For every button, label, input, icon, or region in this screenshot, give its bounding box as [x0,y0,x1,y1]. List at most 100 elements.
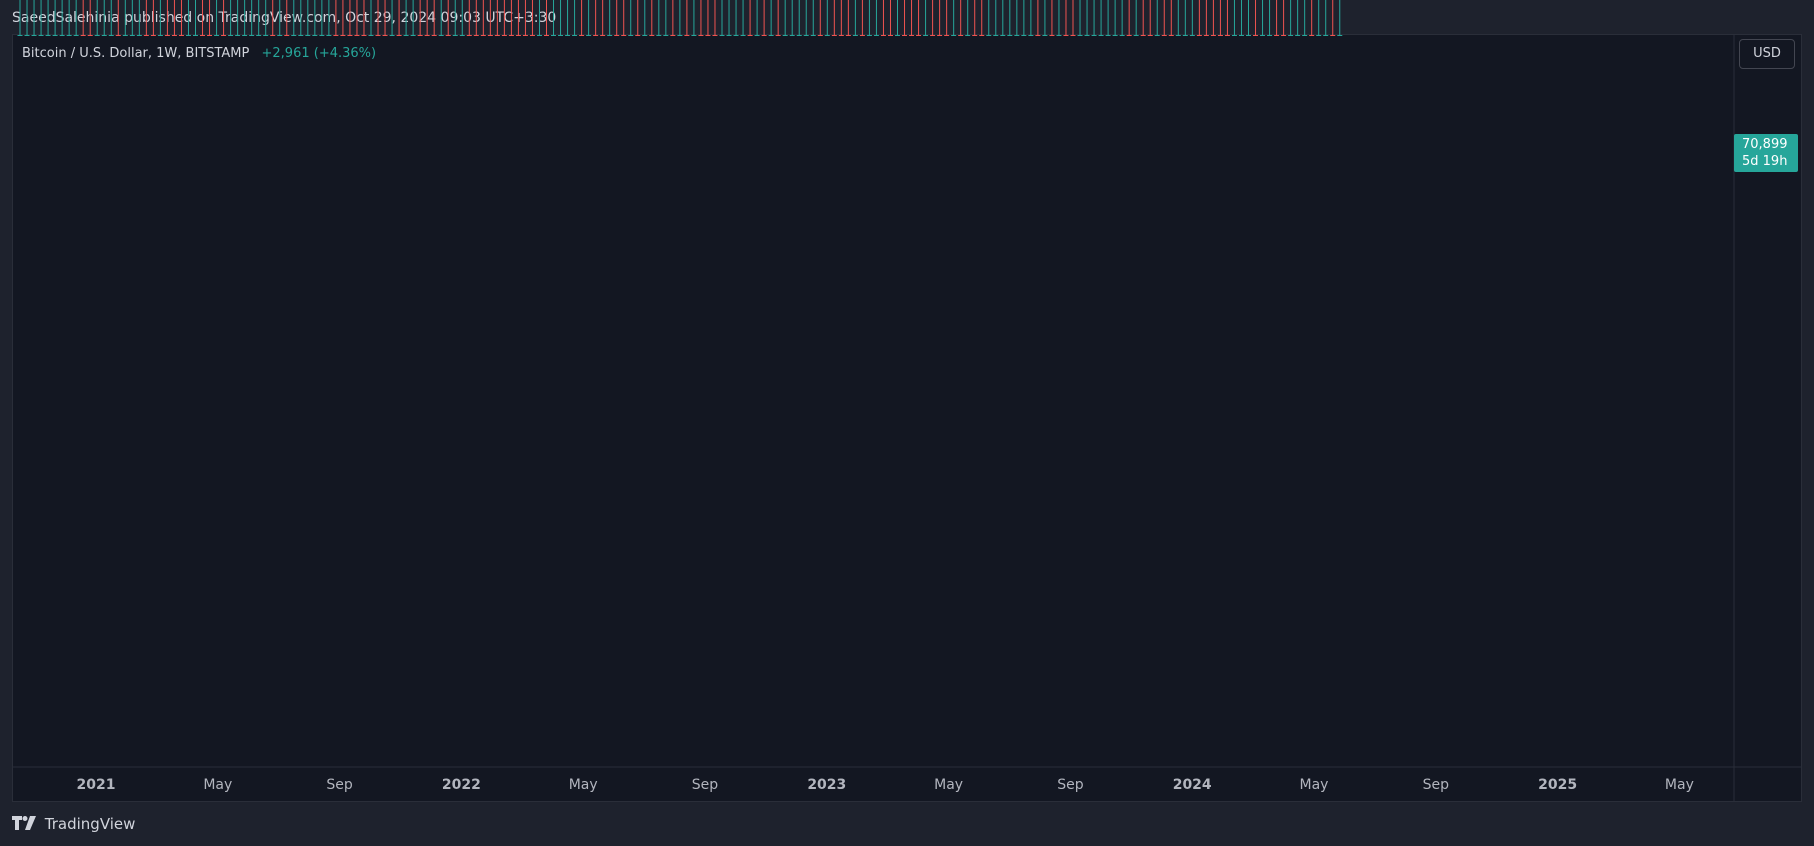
candle-body [389,35,395,36]
candle-body [1288,35,1294,36]
candle-body [94,35,100,36]
candle-body [719,35,725,36]
candle-body [115,35,121,36]
candle-body [1231,35,1237,36]
candle-body [1035,35,1041,36]
candle-body [417,35,423,36]
candle-body [522,35,528,36]
candle-body [108,35,114,36]
candle-body [466,35,472,36]
candle-body [649,35,655,36]
candle-body [698,35,704,36]
candle-body [45,35,51,36]
candle-body [810,35,816,36]
candle-body [937,35,943,36]
candle-body [789,35,795,36]
symbol-legend[interactable]: Bitcoin / U.S. Dollar, 1W, BITSTAMP +2,9… [22,46,376,61]
footer-brand[interactable]: TradingView [12,815,135,833]
candle-body [600,35,606,36]
candle-body [909,35,915,36]
time-tick-label: Sep [692,777,719,793]
candle-body [895,35,900,36]
candle-body [214,35,220,36]
candle-body [136,35,142,36]
candle-body [1070,35,1076,36]
candle-body [1246,35,1251,36]
candle-body [200,35,206,36]
currency-button[interactable]: USD [1739,39,1795,69]
candle-body [1119,35,1125,36]
candle-body [284,35,290,36]
candle-body [684,35,690,36]
candle-body [340,35,346,36]
candle-body [178,35,184,36]
candle-body [1175,35,1181,36]
candle-body [1281,35,1287,36]
candle-body [101,35,107,36]
candle-body [754,35,760,36]
candle-body [1000,35,1006,36]
candle-body [171,35,177,36]
candle-body [1056,35,1062,36]
time-tick-label: 2022 [442,777,481,793]
candle-body [1049,35,1055,36]
candle-body [487,35,493,36]
candle-body [986,35,992,36]
candle-body [249,35,255,36]
candle-body [1323,35,1329,36]
candle-body [80,35,86,36]
candle-body [565,35,571,36]
candle-body [1260,35,1266,36]
candle-body [1028,35,1034,36]
candle-body [515,35,521,36]
candle-body [761,35,767,36]
axes-layer: 85,00073,00065,00057,00049,50043,50037,5… [12,34,1802,802]
chart-pane[interactable] [12,34,1802,802]
candle-body [1295,35,1301,36]
candle-body [775,35,781,36]
candle-body [1238,35,1244,36]
candle-body [1302,35,1308,36]
candle-body [544,35,549,36]
candle-body [1203,35,1209,36]
candle-body [916,35,922,36]
candle-body [1091,35,1097,36]
price-change: +2,961 (+4.36%) [261,46,377,61]
candle-body [614,35,620,36]
candle-body [1253,35,1259,36]
candle-body [593,35,599,36]
time-tick-label: May [203,777,232,793]
candle-body [157,35,163,36]
candle-body [445,35,451,36]
candle-body [1161,35,1167,36]
candle-body [347,35,353,36]
candle-body [508,35,514,36]
candle-body [1274,35,1280,36]
candle-body [663,35,669,36]
candle-body [944,35,950,36]
candle-body [1147,35,1153,36]
candle-body [768,35,774,36]
candle-body [1189,35,1195,36]
candle-body [164,35,170,36]
candle-body [221,35,227,36]
candle-body [740,35,746,36]
candle-body [403,35,409,36]
candle-body [782,35,788,36]
last-price-value: 70,899 [1742,137,1788,152]
candle-body [873,35,879,36]
candle-body [73,35,79,36]
candle-body [902,35,908,36]
candle-body [642,35,648,36]
candle-body [228,35,234,36]
candle-body [31,35,37,36]
candle-body [529,35,535,36]
candle-body [424,35,430,36]
candle-body [235,35,241,36]
candle-body [1224,35,1230,36]
time-tick-label: Sep [1057,777,1084,793]
candle-body [993,35,999,36]
candle-body [368,35,374,36]
time-tick-label: 2023 [807,777,846,793]
